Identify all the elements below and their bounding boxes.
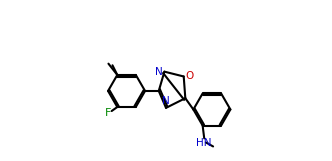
Text: HN: HN: [197, 138, 212, 148]
Text: N: N: [155, 67, 163, 77]
Text: F: F: [105, 109, 112, 118]
Text: O: O: [185, 71, 194, 81]
Text: N: N: [162, 96, 170, 106]
